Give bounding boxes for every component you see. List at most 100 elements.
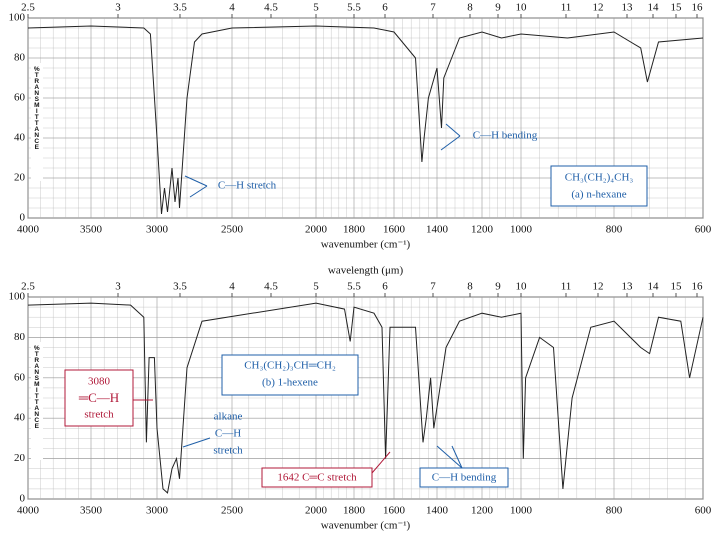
- x2-tick-label: 8: [467, 2, 473, 14]
- x2-tick-label: 11: [561, 2, 572, 14]
- x2-axis-label: wavelength (μm): [328, 265, 404, 277]
- y-axis-label: %TRANSMITTANCE: [33, 66, 40, 150]
- y-tick-label: 80: [14, 52, 26, 64]
- leader: [436, 445, 463, 469]
- leader: [451, 445, 463, 469]
- leader: [189, 185, 208, 198]
- leader: [371, 451, 391, 474]
- y-tick-label: 40: [14, 412, 26, 424]
- annotation: C—H bending: [473, 130, 538, 142]
- y-tick-label: 40: [14, 132, 26, 144]
- x-tick-label: 1600: [383, 505, 406, 517]
- x-tick-label: 1800: [343, 505, 366, 517]
- x2-tick-label: 3: [115, 2, 121, 14]
- x-tick-label: 3500: [80, 505, 103, 517]
- x2-tick-label: 5: [313, 2, 319, 14]
- y-tick-label: 100: [9, 12, 26, 24]
- x-tick-label: 2500: [221, 505, 244, 517]
- leader: [440, 135, 461, 151]
- x2-tick-label: 10: [516, 281, 528, 293]
- x2-tick-label: 16: [692, 281, 704, 293]
- caption: (a) n-hexane: [571, 189, 626, 201]
- x-tick-label: 1600: [383, 224, 406, 236]
- annotation: ═C—H: [78, 390, 119, 405]
- x2-tick-label: 4: [229, 281, 235, 293]
- x2-tick-label: 2.5: [21, 281, 35, 293]
- x-tick-label: 2500: [221, 224, 244, 236]
- x2-tick-label: 8: [467, 281, 473, 293]
- x2-tick-label: 10: [516, 2, 528, 14]
- y-tick-label: 0: [20, 493, 26, 505]
- x2-tick-label: 4: [229, 2, 235, 14]
- annotation: C—H: [215, 428, 241, 440]
- x-tick-label: 2000: [305, 224, 328, 236]
- x2-tick-label: 16: [692, 2, 704, 14]
- formula-box: [221, 354, 359, 396]
- x2-tick-label: 11: [561, 281, 572, 293]
- annotation: 3080: [88, 376, 111, 388]
- annotation: 1642 C═C stretch: [277, 472, 357, 484]
- x2-tick-label: 12: [593, 281, 604, 293]
- annotation-leaders: [64, 123, 648, 488]
- label-box: [64, 369, 134, 427]
- annotation: stretch: [213, 445, 243, 457]
- leader: [184, 175, 208, 187]
- x-tick-label: 3000: [146, 224, 169, 236]
- x2-tick-label: 4.5: [264, 281, 278, 293]
- y-tick-label: 20: [14, 452, 26, 464]
- x-tick-label: 1200: [471, 505, 494, 517]
- y-tick-label: 0: [20, 212, 26, 224]
- x-axis-label: wavenumber (cm⁻¹): [321, 520, 411, 532]
- x-tick-label: 600: [695, 224, 712, 236]
- x-tick-label: 1800: [343, 224, 366, 236]
- x-tick-label: 1400: [426, 505, 449, 517]
- x2-tick-label: 5.5: [347, 281, 361, 293]
- annotation: alkane: [214, 411, 243, 423]
- annotation: stretch: [84, 409, 114, 421]
- leader: [182, 437, 211, 448]
- x-tick-label: 4000: [17, 505, 40, 517]
- x2-tick-label: 7: [430, 281, 436, 293]
- x-axis-label: wavenumber (cm⁻¹): [321, 239, 411, 251]
- formula: CH₃(CH₂)₄CH₃: [565, 172, 634, 184]
- label-box: [261, 467, 373, 488]
- annotations: C—H stretch C—H bending CH₃(CH₂)₄CH₃ (a)…: [78, 130, 634, 484]
- x2-tick-label: 5: [313, 281, 319, 293]
- formula-box: [550, 165, 648, 207]
- x-tick-label: 1000: [510, 505, 533, 517]
- x2-tick-label: 9: [495, 281, 501, 293]
- x-tick-label: 1000: [510, 224, 533, 236]
- y-axis-label: %TRANSMITTANCE: [33, 345, 40, 429]
- caption: (b) 1-hexene: [262, 377, 318, 389]
- y-tick-label: 100: [9, 291, 26, 303]
- y-tick-label: 20: [14, 172, 26, 184]
- x-tick-label: 800: [606, 505, 623, 517]
- x-tick-label: 3000: [146, 505, 169, 517]
- x-tick-label: 1200: [471, 224, 494, 236]
- x2-tick-label: 15: [671, 2, 683, 14]
- y-label-box: [31, 63, 43, 181]
- x-tick-label: 2000: [305, 505, 328, 517]
- annotation: C—H bending: [432, 472, 497, 484]
- x2-tick-label: 15: [671, 281, 683, 293]
- y-label-box: [31, 342, 43, 460]
- x2-tick-label: 7: [430, 2, 436, 14]
- annotation: C—H stretch: [218, 180, 277, 192]
- x2-tick-label: 14: [648, 2, 660, 14]
- y-tick-label: 80: [14, 331, 26, 343]
- spectrum-line: [27, 302, 704, 494]
- x2-tick-label: 6: [382, 281, 388, 293]
- y-tick-label: 60: [14, 371, 26, 383]
- x-tick-label: 1400: [426, 224, 449, 236]
- x-tick-label: 4000: [17, 224, 40, 236]
- x2-tick-label: 4.5: [264, 2, 278, 14]
- x-tick-label: 3500: [80, 224, 103, 236]
- formula: CH₃(CH₂)₃CH═CH₂: [244, 360, 336, 372]
- x2-tick-label: 2.5: [21, 2, 35, 14]
- x2-tick-label: 12: [593, 2, 604, 14]
- x2-tick-label: 13: [622, 281, 634, 293]
- spectrum-line: [27, 25, 704, 215]
- x-tick-label: 800: [606, 224, 623, 236]
